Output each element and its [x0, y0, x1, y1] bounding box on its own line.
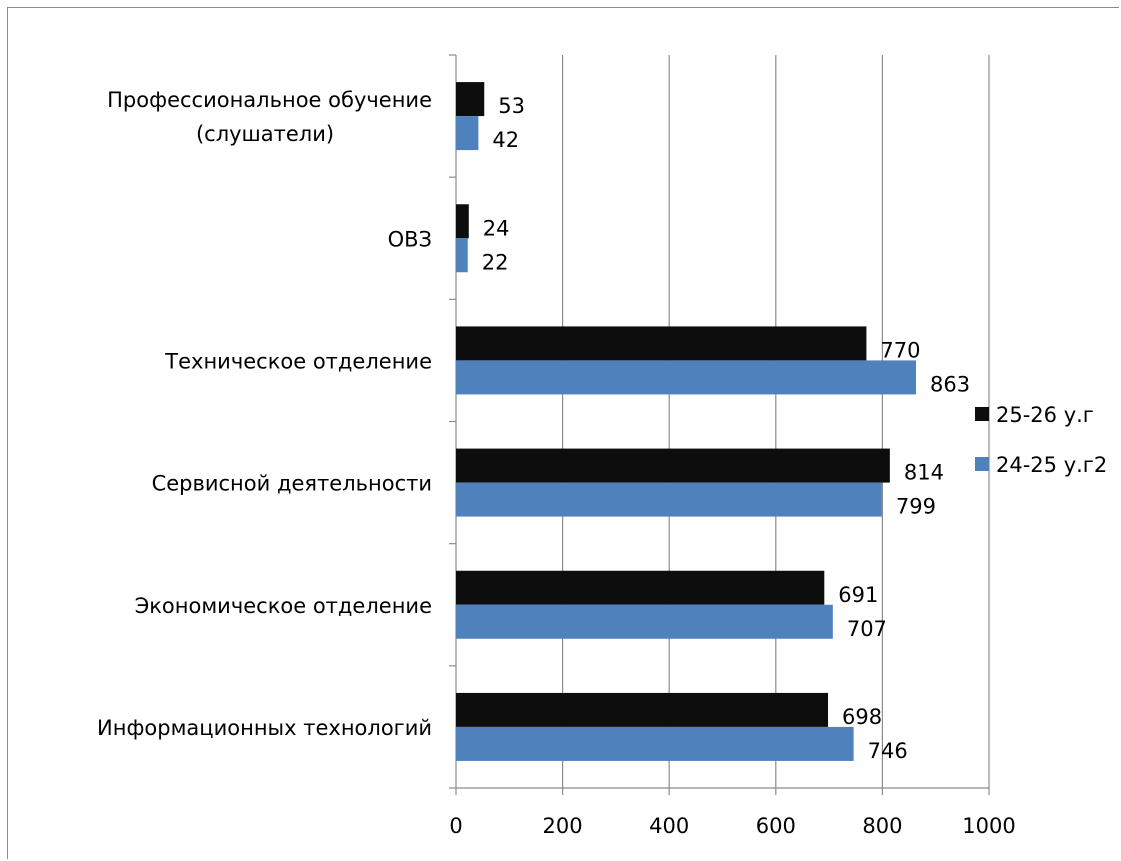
category-label: Сервисной деятельности: [152, 472, 432, 496]
category-label: (слушатели): [196, 122, 334, 146]
data-label: 863: [930, 372, 970, 396]
category-label: Профессиональное обучение: [107, 88, 432, 112]
bar-series-2: [456, 238, 468, 273]
data-label: 799: [896, 495, 936, 519]
category-labels: Профессиональное обучение (слушатели) ОВЗ Т…: [97, 88, 432, 740]
bar-series-1: [456, 570, 825, 605]
data-label: 53: [498, 94, 525, 118]
data-label: 22: [482, 250, 509, 274]
x-tick-label: 200: [543, 814, 583, 838]
chart-frame: [7, 7, 1119, 859]
x-tick-label: 400: [649, 814, 689, 838]
bar-series-2: [456, 726, 854, 761]
data-label: 24: [483, 216, 510, 240]
bar-series-1: [456, 692, 829, 727]
gridlines: [561, 55, 990, 788]
category-label: Техническое отделение: [164, 349, 432, 373]
x-tick-label: 1000: [962, 814, 1015, 838]
legend: 25-26 у.г 24-25 у.г2: [975, 403, 1107, 477]
data-label: 698: [842, 705, 882, 729]
bar-series-1: [456, 448, 890, 483]
data-label: 746: [868, 739, 908, 763]
legend-swatch: [975, 407, 989, 421]
bar-series-2: [456, 604, 833, 639]
bar-series-2: [456, 360, 916, 395]
bars: [456, 82, 916, 761]
data-labels: 53 42 24 22 770 863 814 799 691 707 698 746: [482, 94, 970, 763]
category-label: Информационных технологий: [97, 716, 432, 740]
bar-series-1: [456, 82, 485, 117]
axes: [449, 54, 990, 795]
x-tick-label: 800: [862, 814, 902, 838]
x-tick-label: 0: [449, 814, 462, 838]
data-label: 691: [838, 583, 878, 607]
category-label: ОВЗ: [388, 227, 432, 251]
data-label: 770: [880, 338, 920, 362]
data-label: 814: [904, 461, 944, 485]
bar-series-2: [456, 116, 479, 151]
bar-series-1: [456, 204, 469, 239]
legend-swatch: [975, 457, 989, 471]
data-label: 707: [847, 617, 887, 641]
x-tick-labels: 0 200 400 600 800 1000: [449, 814, 1015, 838]
legend-label: 24-25 у.г2: [996, 453, 1107, 477]
x-tick-label: 600: [756, 814, 796, 838]
legend-label: 25-26 у.г: [996, 403, 1094, 427]
category-label: Экономическое отделение: [135, 594, 432, 618]
bar-series-2: [456, 482, 882, 517]
bar-series-1: [456, 326, 867, 361]
data-label: 42: [492, 128, 519, 152]
